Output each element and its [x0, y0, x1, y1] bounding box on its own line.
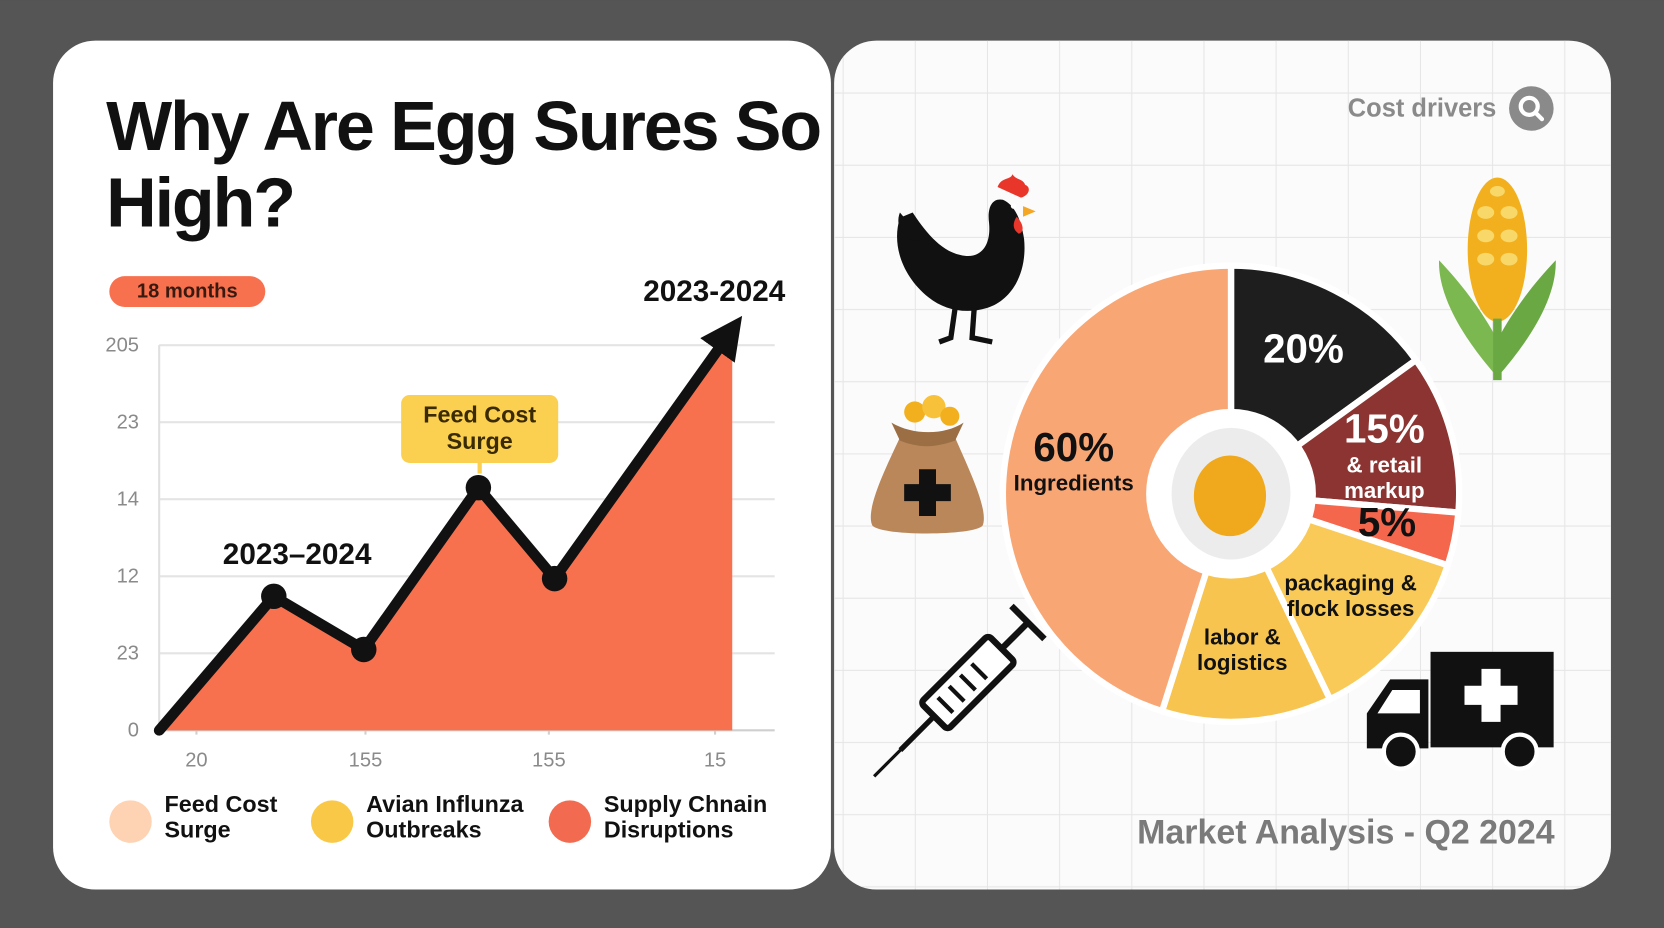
annotation-bg	[401, 395, 559, 463]
y-tick-label: 0	[128, 720, 139, 742]
badge-bg	[109, 276, 266, 307]
egg-yolk	[1193, 455, 1267, 537]
area	[159, 329, 733, 731]
pie-value-label: 60%	[1033, 424, 1114, 470]
search-icon	[1509, 86, 1554, 131]
legend-label-box: Feed Cost Surge	[164, 791, 278, 843]
x-tick-label: 15	[704, 749, 726, 771]
pie-category-label: packaging & flock losses	[1284, 571, 1417, 622]
x-tick-label: 155	[349, 749, 383, 771]
point	[351, 636, 377, 663]
y-tick-label: 14	[117, 489, 139, 511]
truck-icon	[1366, 651, 1554, 771]
x-tick-label: 20	[185, 749, 207, 771]
pie-value-label: 20%	[1263, 326, 1344, 372]
y-tick-label: 205	[105, 335, 139, 357]
annotation: 2023-2024	[643, 275, 786, 308]
syringe-icon	[872, 603, 1047, 778]
point	[261, 583, 287, 610]
pie-category-label: labor & logistics	[1197, 624, 1288, 675]
pie-slice	[1158, 490, 1334, 726]
legend-swatch	[548, 800, 592, 843]
corn-icon	[1438, 177, 1556, 381]
pie-category-label: Ingredients	[1013, 471, 1134, 496]
pie-value-label: 15%	[1344, 406, 1425, 452]
y-tick-label: 23	[117, 412, 139, 434]
pie-category-label: & retail markup	[1344, 453, 1425, 503]
legend-label: Feed Cost Surge	[164, 791, 278, 843]
pie-category-label-box: & retail markup	[1344, 453, 1425, 503]
pie-title: Cost drivers	[1348, 94, 1497, 122]
legend-label-box: Avian Influnza Outbreaks	[366, 791, 524, 843]
badge: 18 months	[137, 280, 238, 302]
chicken-icon	[897, 174, 1036, 345]
y-tick-label: 12	[117, 566, 139, 588]
legend-label: Avian Influnza Outbreaks	[366, 791, 524, 843]
annotation: Feed Cost Surge	[423, 401, 537, 455]
annotation: 2023–2024	[223, 538, 372, 571]
legend-swatch	[310, 800, 354, 843]
point	[541, 565, 568, 592]
title: Why Are Egg Sures So High?	[106, 87, 822, 242]
pie-value-label: 5%	[1358, 499, 1416, 545]
point	[465, 474, 492, 501]
legend-label: Supply Chnain Disruptions	[603, 791, 768, 843]
x-tick-label: 155	[532, 749, 566, 771]
pie-category-label-box: Ingredients	[1013, 471, 1134, 496]
y-tick-label: 23	[117, 643, 139, 665]
line	[153, 315, 743, 736]
footer: Market Analysis - Q2 2024	[1137, 813, 1555, 851]
legend-label-box: Supply Chnain Disruptions	[603, 791, 768, 843]
pie-category-label-box: packaging & flock losses	[1284, 571, 1417, 622]
feed-bag-icon	[870, 395, 984, 534]
title-box: Why Are Egg Sures So High?	[106, 87, 822, 242]
annotation-box: Feed Cost Surge	[423, 401, 537, 455]
pie-slice	[999, 262, 1235, 715]
pie-category-label-box: labor & logistics	[1197, 624, 1288, 675]
legend-swatch	[109, 800, 152, 843]
